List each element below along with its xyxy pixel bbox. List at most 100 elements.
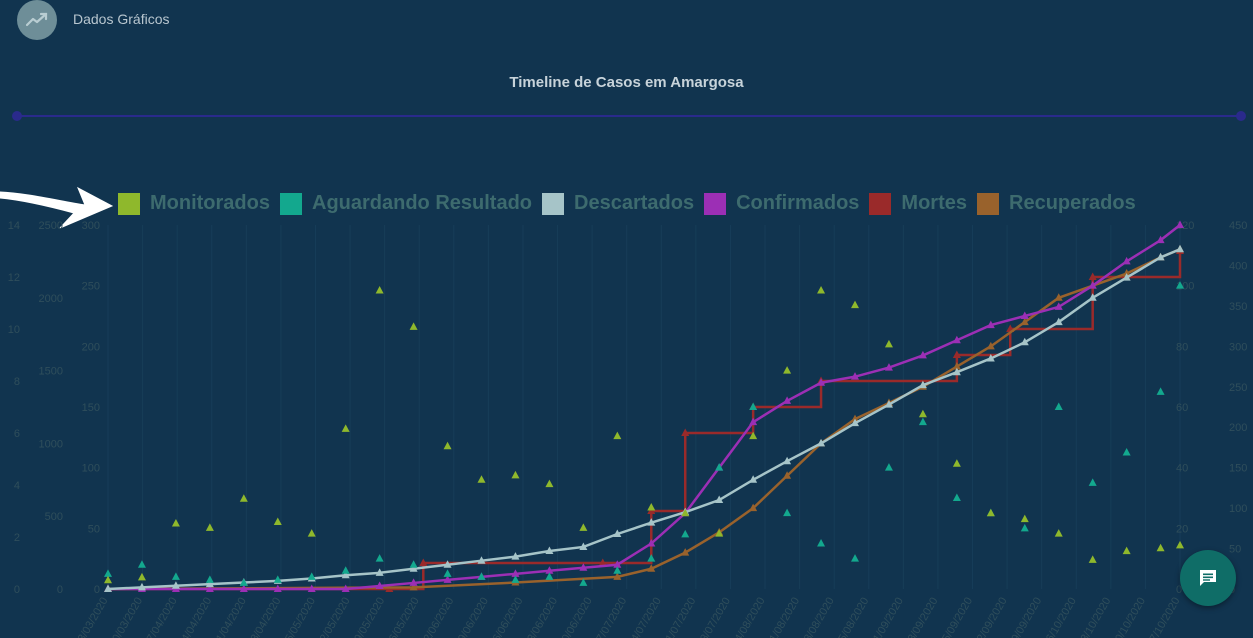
data-point-monitorados: [1020, 514, 1029, 523]
legend-swatch: [977, 192, 999, 215]
y-tick-label: 0: [1176, 584, 1182, 596]
data-point-descartados: [986, 353, 995, 362]
legend-item-descartados[interactable]: Descartados: [542, 192, 694, 215]
y-tick-label: 150: [82, 402, 100, 414]
legend-item-monitorados[interactable]: Monitorados: [118, 192, 270, 215]
data-point-confirmados: [1156, 235, 1165, 244]
data-point-recuperados: [1054, 293, 1063, 301]
data-point-monitorados: [647, 502, 656, 511]
data-point-aguardando: [579, 578, 588, 586]
data-point-mortes: [1088, 272, 1097, 280]
x-tick-label: 16/06/2020: [488, 596, 526, 638]
data-point-recuperados: [851, 414, 860, 423]
y-tick-label: 150: [1229, 463, 1247, 475]
data-point-confirmados: [1020, 311, 1029, 319]
series-line-descartados: [107, 248, 1181, 591]
x-tick-label: 18/08/2020: [799, 596, 837, 638]
x-tick-label: 27/10/2020: [1145, 596, 1183, 638]
data-point-monitorados: [918, 409, 927, 418]
data-point-descartados: [1176, 244, 1184, 253]
data-point-recuperados: [986, 341, 995, 350]
data-point-confirmados: [1088, 281, 1097, 289]
x-tick-label: 12/05/2020: [315, 596, 353, 638]
data-point-aguardando: [545, 572, 554, 580]
data-point-descartados: [918, 380, 927, 389]
data-point-descartados: [1156, 252, 1165, 261]
data-point-confirmados: [613, 560, 622, 568]
x-tick-label: 21/07/2020: [661, 596, 699, 638]
data-point-monitorados: [681, 508, 690, 517]
data-point-confirmados: [375, 581, 384, 589]
data-point-monitorados: [1054, 529, 1063, 537]
y-tick-label: 2000: [39, 293, 63, 305]
data-point-confirmados: [409, 578, 418, 586]
data-point-confirmados: [749, 417, 758, 426]
x-tick-label: 07/04/2020: [142, 596, 180, 638]
y-tick-label: 80: [1176, 341, 1188, 353]
y-tick-label: 0: [94, 584, 100, 596]
data-point-aguardando: [1122, 448, 1131, 456]
y-tick-label: 400: [1229, 260, 1247, 272]
data-point-descartados: [477, 556, 486, 564]
y-tick-label: 14: [8, 220, 20, 232]
legend-item-recuperados[interactable]: Recuperados: [977, 192, 1136, 215]
panel-title: Dados Gráficos: [73, 11, 170, 27]
data-point-aguardando: [1156, 387, 1165, 395]
data-point-monitorados: [1156, 543, 1165, 552]
data-point-monitorados: [715, 529, 724, 537]
data-point-descartados: [171, 581, 180, 589]
data-point-aguardando: [137, 560, 146, 568]
slider-start-handle[interactable]: [12, 111, 22, 121]
date-range-slider[interactable]: [12, 110, 1246, 122]
y-tick-label: 6: [14, 428, 20, 440]
data-point-aguardando: [952, 493, 961, 501]
data-point-descartados: [749, 475, 758, 483]
data-point-descartados: [104, 584, 112, 592]
data-point-aguardando: [273, 575, 282, 583]
data-point-recuperados: [409, 582, 418, 591]
legend-item-mortes[interactable]: Mortes: [869, 192, 967, 215]
data-point-monitorados: [817, 286, 826, 294]
data-point-confirmados: [986, 320, 995, 329]
data-point-monitorados: [884, 339, 893, 348]
legend-label: Recuperados: [1009, 192, 1136, 214]
data-point-recuperados: [749, 503, 758, 512]
legend-item-confirmados[interactable]: Confirmados: [704, 192, 859, 215]
data-point-recuperados: [1122, 269, 1131, 277]
data-point-confirmados: [1122, 256, 1131, 265]
data-point-aguardando: [205, 575, 214, 583]
y-tick-label: 300: [82, 220, 100, 232]
pointer-arrow: [0, 186, 114, 229]
data-point-aguardando: [409, 560, 418, 568]
data-point-descartados: [137, 582, 146, 591]
chat-button[interactable]: [1180, 550, 1236, 606]
data-point-monitorados: [783, 366, 792, 374]
legend-label: Monitorados: [150, 192, 270, 214]
data-point-aguardando: [783, 508, 792, 517]
data-point-monitorados: [239, 494, 248, 502]
y-tick-label: 2: [14, 532, 20, 544]
data-point-descartados: [783, 456, 792, 465]
data-point-descartados: [1088, 293, 1097, 301]
y-tick-label: 12: [8, 272, 20, 284]
data-point-mortes: [598, 558, 607, 566]
y-tick-label: 10: [8, 324, 20, 336]
data-point-confirmados: [952, 335, 961, 344]
y-tick-label: 200: [1229, 422, 1247, 434]
slider-end-handle[interactable]: [1236, 111, 1246, 121]
x-tick-label: 26/05/2020: [384, 596, 422, 638]
legend-swatch: [542, 192, 565, 215]
legend-item-aguardando[interactable]: Aguardando Resultado: [280, 192, 532, 215]
trend-line-icon: [17, 0, 57, 40]
legend-swatch: [869, 192, 892, 215]
legend-label: Mortes: [901, 192, 967, 214]
legend-label: Aguardando Resultado: [312, 192, 533, 214]
x-tick-label: 13/10/2020: [1076, 596, 1114, 638]
chart-title: Timeline de Casos em Amargosa: [509, 74, 744, 91]
y-tick-label: 100: [1229, 503, 1247, 515]
y-tick-label: 200: [82, 341, 100, 353]
data-point-aguardando: [715, 463, 724, 471]
data-point-descartados: [817, 438, 826, 447]
x-tick-label: 09/06/2020: [453, 596, 491, 638]
